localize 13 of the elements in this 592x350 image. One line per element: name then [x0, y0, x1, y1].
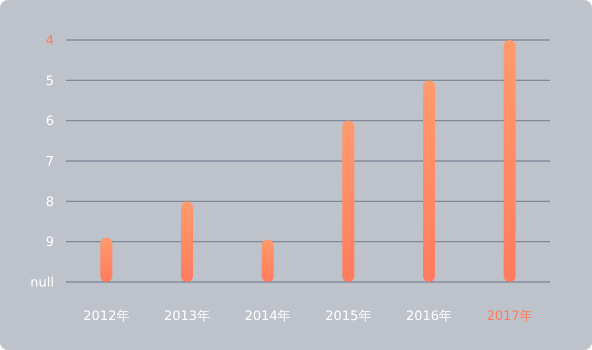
x-tick-label: 2015年 — [325, 309, 372, 324]
x-tick-label: 2014年 — [244, 309, 291, 324]
y-tick-label: 5 — [46, 74, 54, 89]
y-tick-label: null — [30, 276, 54, 291]
y-tick-label: 9 — [46, 235, 54, 250]
x-tick-label: 2017年 — [486, 309, 533, 324]
x-tick-label: 2012年 — [83, 309, 130, 324]
y-tick-label: 8 — [46, 194, 54, 210]
y-tick-label: 7 — [46, 154, 54, 170]
x-tick-label: 2013年 — [164, 309, 210, 324]
y-tick-label: 6 — [46, 114, 54, 130]
x-tick-label: 2016年 — [406, 309, 452, 324]
y-tick-label: 4 — [46, 34, 54, 49]
